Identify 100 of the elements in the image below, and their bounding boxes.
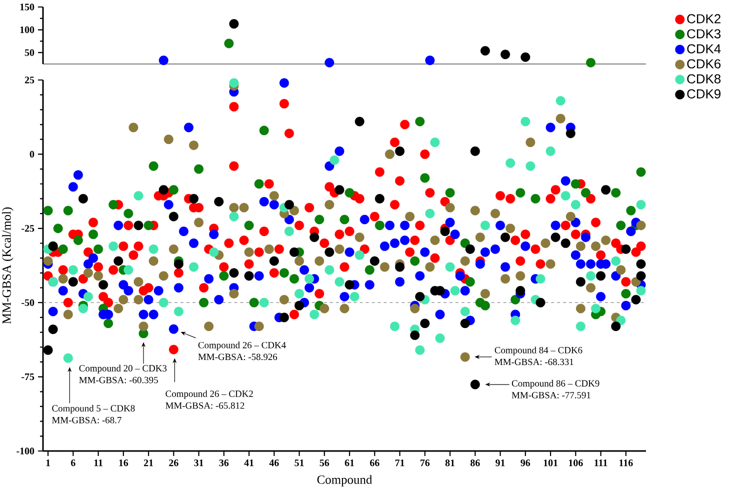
x-tick-label: 41 [244, 460, 254, 466]
point [420, 318, 430, 328]
point [43, 206, 53, 216]
point [124, 265, 134, 275]
point [350, 292, 360, 302]
annotation: MM-GBSA: -68.331 [494, 358, 574, 366]
point [158, 298, 168, 308]
x-tick-label: 86 [470, 460, 480, 466]
x-tick-label: 26 [169, 460, 178, 466]
point [425, 208, 435, 218]
point [510, 294, 520, 304]
point [516, 188, 526, 198]
point [560, 191, 570, 200]
point [334, 277, 344, 287]
y-tick-label: 50 [24, 49, 34, 56]
point [591, 304, 600, 314]
point [354, 250, 364, 260]
point [480, 300, 490, 310]
annotation: MM-GBSA: -65.812 [166, 402, 244, 409]
point [148, 244, 158, 254]
point [430, 138, 440, 148]
point [516, 286, 526, 296]
point [636, 167, 646, 177]
point [134, 220, 144, 230]
point [576, 322, 586, 332]
y-tick-label: 100 [20, 26, 34, 34]
point [324, 58, 334, 68]
point [636, 259, 646, 269]
point [340, 214, 350, 224]
point [616, 220, 626, 230]
point [269, 256, 279, 266]
point [480, 46, 490, 56]
point [229, 19, 239, 29]
point [480, 220, 490, 230]
point [148, 161, 158, 171]
point [53, 224, 63, 234]
point [214, 196, 224, 206]
point [68, 265, 78, 275]
x-tick-label: 36 [219, 460, 229, 466]
x-tick-label: 101 [544, 460, 558, 466]
point [374, 220, 384, 230]
y-tick-label: 150 [20, 4, 34, 10]
y-tick-label: 0 [30, 150, 34, 158]
x-tick-label: 91 [496, 460, 505, 466]
point [611, 188, 621, 198]
legend-label: CDK9 [687, 89, 720, 98]
annotation: Compound 20 – CDK3 [79, 364, 167, 374]
point [114, 256, 124, 266]
point [158, 56, 168, 66]
x-tick-label: 6 [71, 460, 76, 466]
point [550, 232, 560, 242]
point [526, 161, 536, 171]
point [596, 271, 606, 281]
point [410, 256, 420, 266]
point [425, 56, 435, 66]
point [219, 271, 229, 281]
point [68, 277, 78, 287]
point [284, 200, 294, 210]
point [290, 247, 299, 257]
point [48, 324, 58, 334]
point [395, 146, 405, 156]
point [586, 271, 596, 281]
point [168, 212, 178, 222]
x-tick-label: 116 [620, 460, 633, 466]
point [330, 155, 340, 165]
point [415, 116, 425, 126]
point [124, 208, 134, 218]
point [199, 298, 209, 308]
legend-label: CDK8 [687, 74, 721, 84]
point [108, 241, 118, 251]
point [244, 271, 254, 281]
y-tick-label: -100 [16, 448, 34, 454]
point [445, 188, 455, 198]
x-tick-label: 71 [395, 460, 404, 466]
point [94, 244, 104, 254]
point [415, 292, 425, 302]
x-tick-label: 21 [144, 460, 153, 466]
point [254, 179, 264, 189]
x-tick-label: 76 [420, 460, 430, 466]
annotation: MM-GBSA: -58.926 [198, 354, 278, 360]
point [520, 116, 530, 126]
point [310, 310, 320, 320]
x-tick-label: 61 [344, 460, 354, 466]
point [546, 146, 556, 156]
point [168, 185, 178, 195]
x-tick-label: 106 [568, 460, 583, 466]
point [88, 230, 98, 240]
point [244, 220, 254, 230]
point [284, 226, 294, 236]
point [63, 353, 73, 363]
point [636, 200, 646, 210]
annotation: Compound 26 – CDK4 [198, 342, 286, 350]
point [98, 280, 108, 290]
y-tick-label: 25 [24, 76, 34, 84]
point [354, 116, 364, 126]
point [601, 185, 611, 195]
x-tick-label: 11 [94, 460, 102, 466]
annotation: Compound 5 – CDK8 [52, 404, 135, 414]
annotation: MM-GBSA: -68.7 [52, 416, 122, 424]
point [43, 345, 53, 355]
